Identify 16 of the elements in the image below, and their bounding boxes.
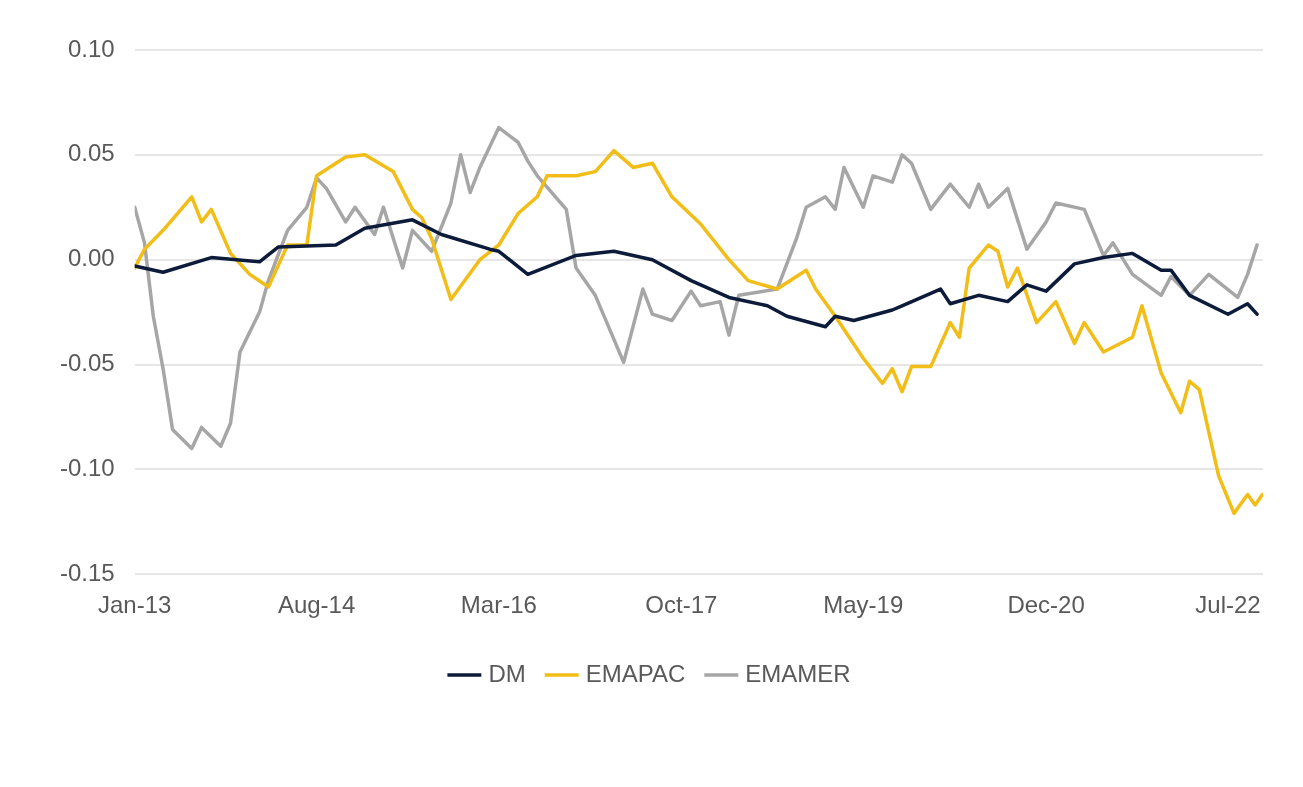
y-tick-label: 0.05 [67,139,115,167]
y-tick-label: -0.10 [60,453,115,481]
legend-label: EMAMER [745,659,851,687]
y-tick-label: 0.00 [67,244,115,272]
x-tick-label: Aug-14 [277,591,356,619]
x-tick-label: Jan-13 [98,591,172,619]
x-tick-label: May-19 [823,591,904,619]
y-tick-label: -0.15 [60,558,115,586]
x-tick-label: Mar-16 [460,591,537,619]
y-tick-label: 0.10 [67,34,115,62]
y-tick-label: -0.05 [60,349,115,377]
x-tick-label: Jul-22 [1195,591,1261,619]
legend-label: EMAPAC [585,659,686,687]
legend-label: DM [488,659,526,687]
x-tick-label: Oct-17 [645,591,718,619]
x-tick-label: Dec-20 [1007,591,1085,619]
